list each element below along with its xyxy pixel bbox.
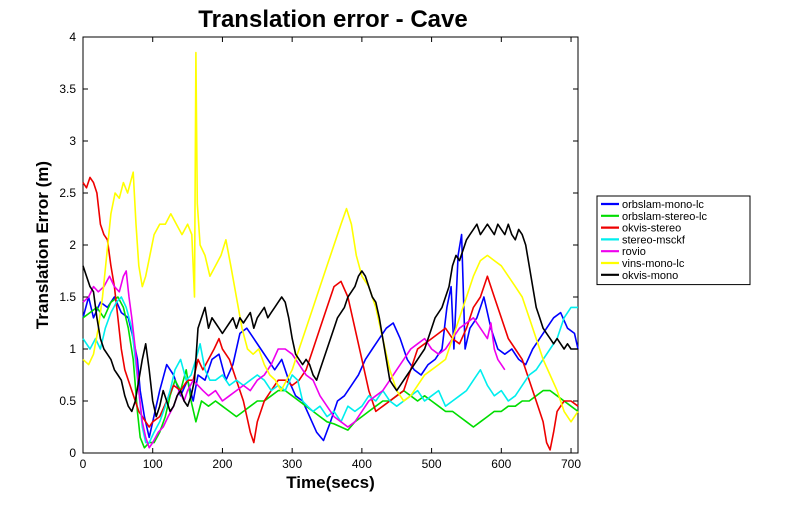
- x-tick-label: 300: [282, 457, 302, 471]
- x-tick-label: 100: [143, 457, 163, 471]
- x-tick-label: 400: [352, 457, 372, 471]
- y-tick-label: 4: [69, 30, 76, 44]
- x-tick-label: 200: [212, 457, 232, 471]
- legend-entry-okvis-mono: okvis-mono: [622, 270, 678, 282]
- x-tick-label: 700: [561, 457, 581, 471]
- series-line-okvis-stereo: [82, 176, 579, 451]
- legend-entry-rovio: rovio: [622, 246, 646, 258]
- series-line-vins-mono-lc: [82, 51, 579, 423]
- y-tick-label: 0: [69, 446, 76, 460]
- chart-title: Translation error - Cave: [198, 6, 467, 33]
- legend-entry-stereo-msckf: stereo-msckf: [622, 234, 686, 246]
- plot-area: 0 100 200 300 400 500 600 700 0 0.5 1 1.5 2 2.5 3 3.5 4: [59, 30, 581, 471]
- plot-frame: [82, 36, 579, 454]
- x-tick-label: 0: [80, 457, 87, 471]
- y-tick-label: 2: [69, 238, 76, 252]
- legend: orbslam-mono-lcorbslam-stereo-lcokvis-st…: [596, 195, 751, 286]
- series-group: [82, 51, 579, 451]
- x-tick-label: 600: [491, 457, 511, 471]
- y-tick-label: 0.5: [59, 394, 76, 408]
- legend-entry-vins-mono-lc: vins-mono-lc: [622, 258, 685, 270]
- y-tick-label: 3: [69, 134, 76, 148]
- y-tick-label: 1.5: [59, 290, 76, 304]
- y-tick-label: 3.5: [59, 82, 76, 96]
- x-axis-label: Time(secs): [286, 473, 375, 492]
- legend-entry-orbslam-stereo-lc: orbslam-stereo-lc: [622, 211, 707, 223]
- legend-box: [596, 195, 751, 286]
- y-axis: 0 0.5 1 1.5 2 2.5 3 3.5 4: [59, 30, 578, 460]
- series-line-okvis-mono: [82, 223, 578, 418]
- y-tick-label: 2.5: [59, 186, 76, 200]
- x-tick-label: 500: [422, 457, 442, 471]
- x-axis: 0 100 200 300 400 500 600 700: [80, 37, 581, 471]
- legend-entry-okvis-stereo: okvis-stereo: [622, 223, 681, 235]
- legend-entry-orbslam-mono-lc: orbslam-mono-lc: [622, 199, 704, 211]
- y-axis-label: Translation Error (m): [33, 161, 52, 329]
- y-tick-label: 1: [69, 342, 76, 356]
